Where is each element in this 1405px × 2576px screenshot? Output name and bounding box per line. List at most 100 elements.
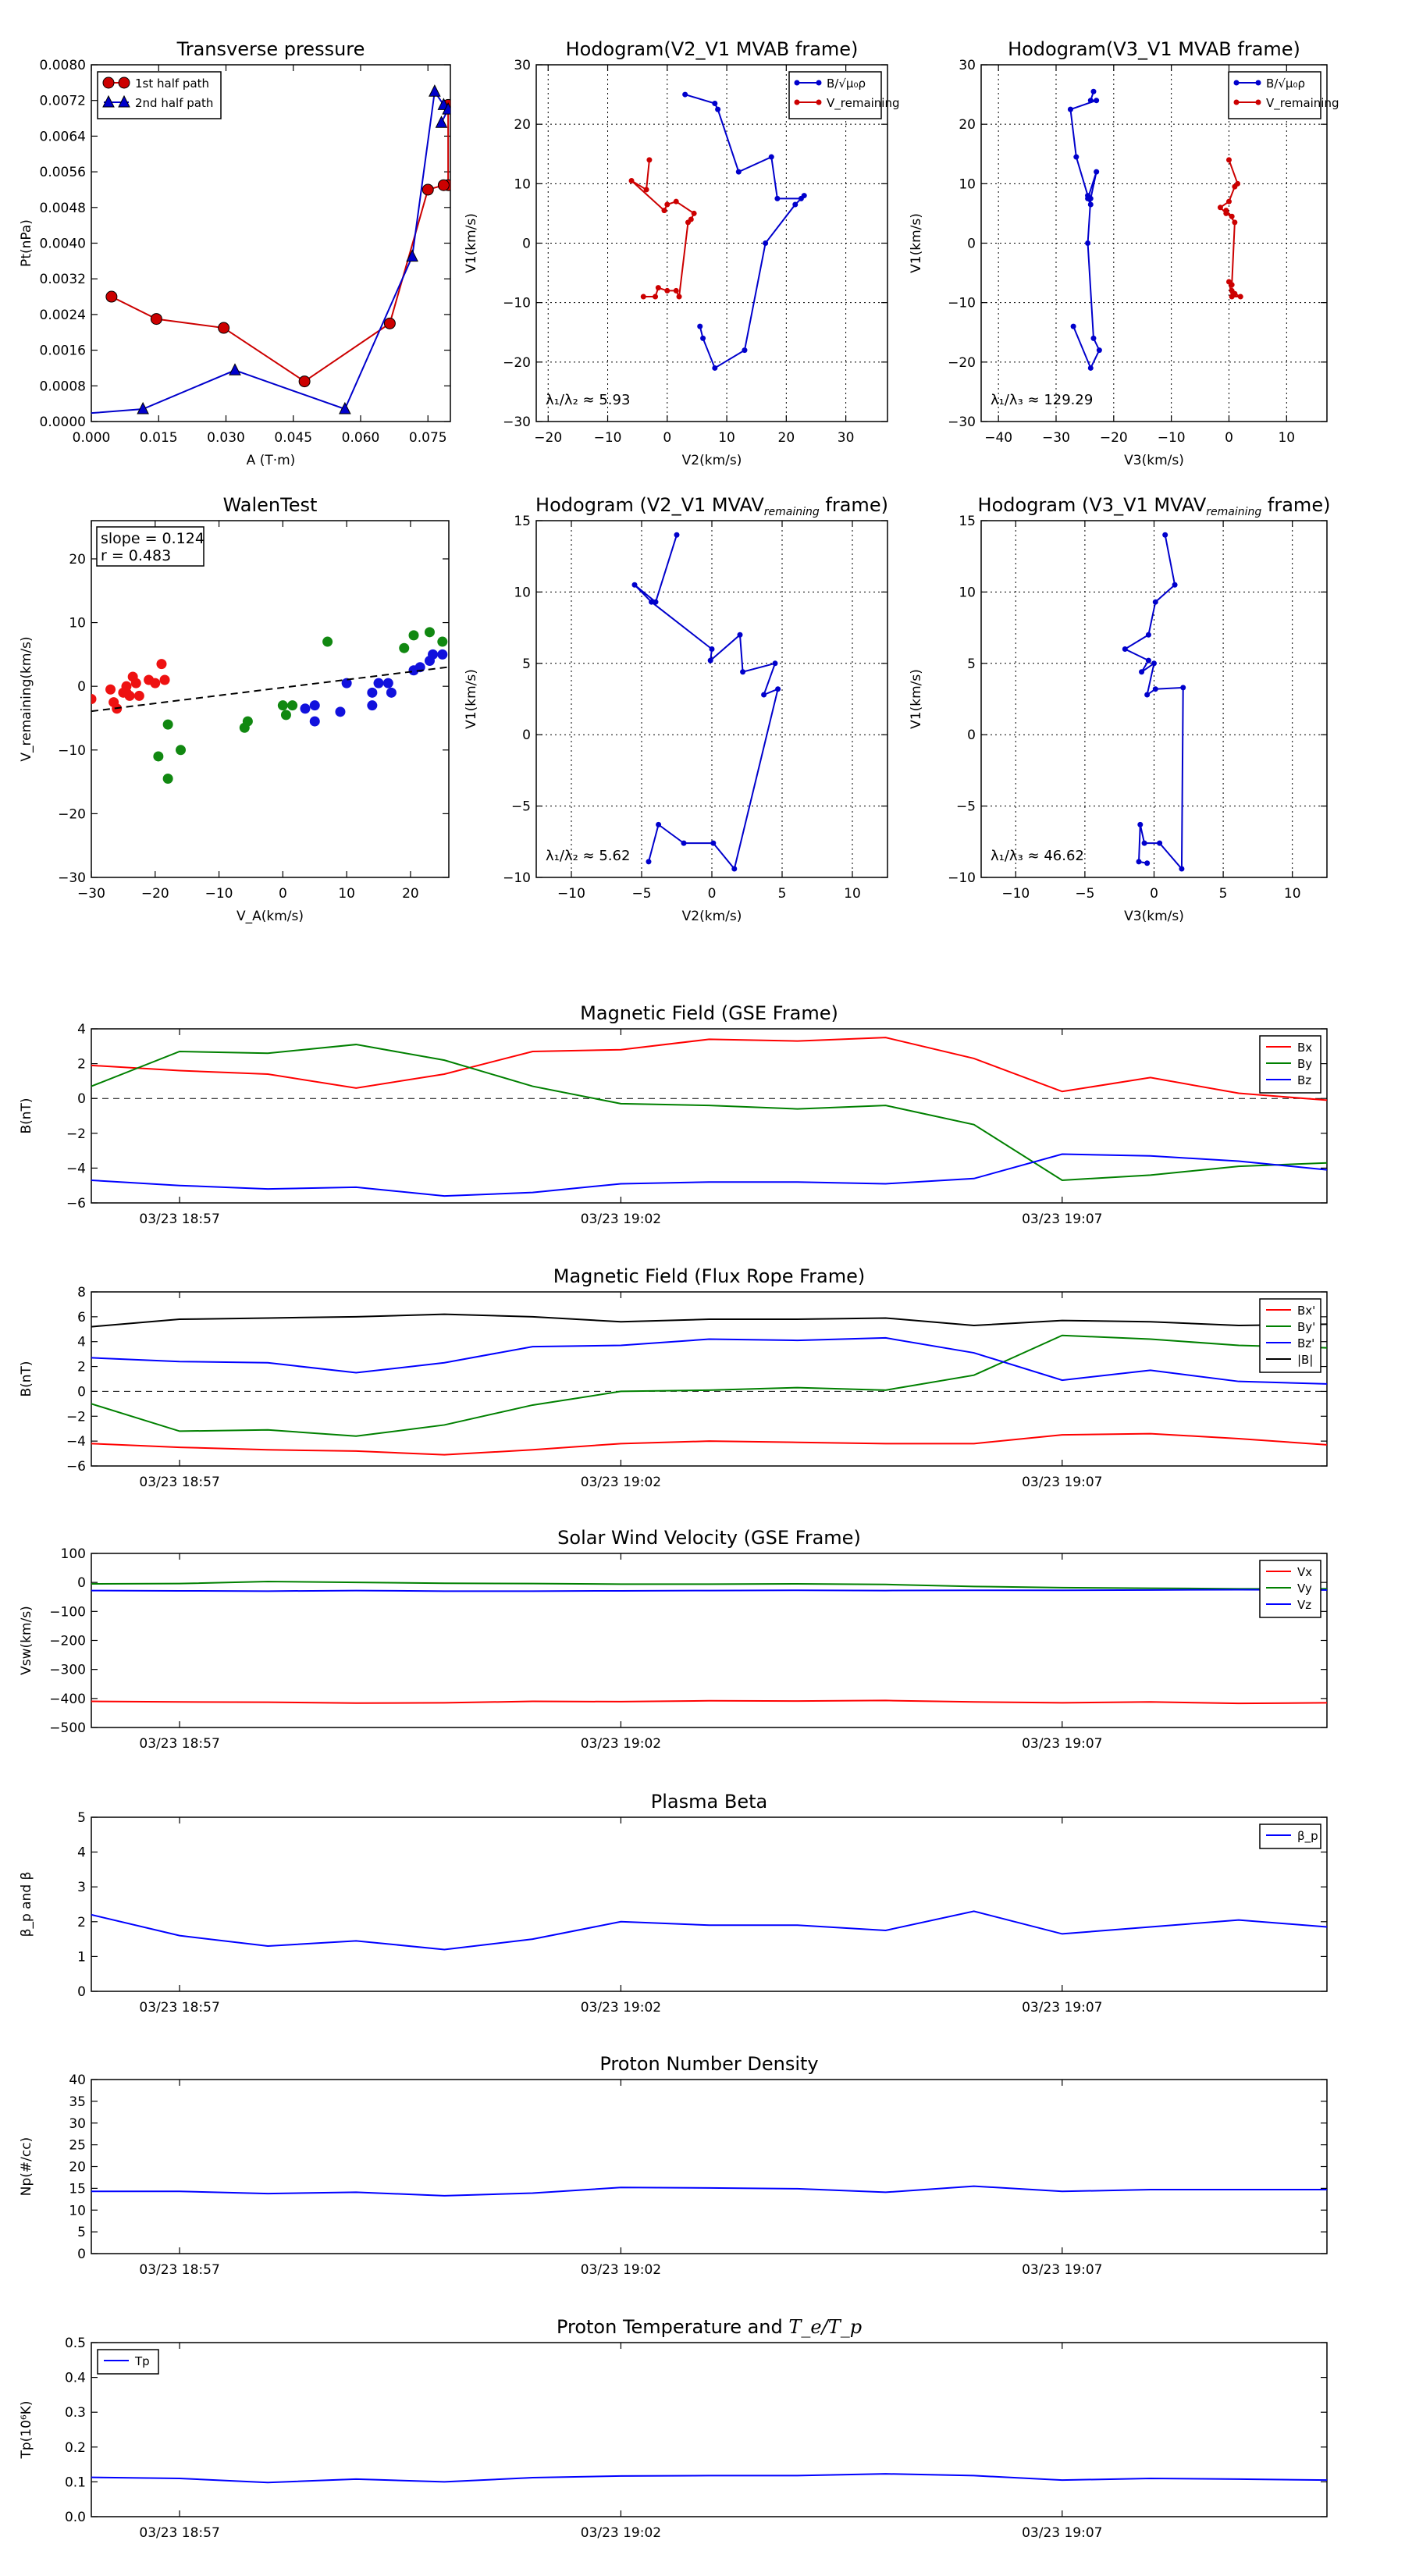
y-tick-label: 0.0032 xyxy=(40,272,86,287)
y-tick-label: −100 xyxy=(49,1604,86,1620)
y-tick-label: 0.0080 xyxy=(40,58,86,73)
legend: β_p xyxy=(1259,1823,1321,1849)
y-tick-label: 35 xyxy=(69,2094,86,2110)
data-point xyxy=(774,195,781,201)
y-tick-label: 20 xyxy=(69,2160,86,2176)
chart-11: Proton Number Density 03/23 18:57 03/23 19… xyxy=(19,2053,1328,2278)
scatter-point xyxy=(105,684,116,695)
y-tick-label: 0 xyxy=(77,2247,86,2262)
chart-12: Proton Temperature and T_e/T_p 03/23 18:5… xyxy=(19,2316,1328,2541)
x-tick-label: −10 xyxy=(557,886,585,902)
y-axis-label: Tp(10⁶K) xyxy=(19,2400,34,2459)
x-tick-label: 03/23 18:57 xyxy=(139,1212,219,1227)
y-tick-label: 0 xyxy=(967,237,976,252)
legend-label: Bz xyxy=(1297,1073,1311,1087)
y-tick-label: 0.3 xyxy=(65,2405,86,2421)
y-tick-label: 15 xyxy=(959,514,976,529)
x-tick-label: 0 xyxy=(1225,430,1233,446)
series-line-by xyxy=(91,1334,1327,1437)
plot-frame xyxy=(91,520,450,878)
x-tick-label: 10 xyxy=(1278,430,1295,446)
y-tick-label: 0.0016 xyxy=(40,343,86,359)
data-point xyxy=(1225,279,1232,285)
y-axis-label: B(nT) xyxy=(19,1361,34,1397)
data-point xyxy=(1094,98,1100,104)
plot-marks xyxy=(628,91,807,371)
chart-title: Hodogram (V3_V1 MVAVremaining frame) xyxy=(978,494,1331,518)
x-tick-label: 0.060 xyxy=(342,430,380,446)
data-point xyxy=(761,692,767,698)
data-point-triangle xyxy=(137,401,149,415)
x-tick-label: −20 xyxy=(141,886,169,902)
x-axis-label: V3(km/s) xyxy=(1124,909,1184,924)
data-point xyxy=(735,169,742,175)
x-tick-label: 03/23 19:07 xyxy=(1022,2000,1102,2016)
data-point-triangle xyxy=(339,401,351,415)
x-tick-label: 30 xyxy=(838,430,855,446)
legend-marker xyxy=(118,76,130,89)
y-tick-label: 10 xyxy=(514,176,531,192)
x-tick-label: 0.075 xyxy=(409,430,447,446)
y-axis-label: β_p and β xyxy=(19,1872,34,1937)
legend-marker xyxy=(102,76,115,89)
legend: 1st half path 2nd half path xyxy=(97,71,222,119)
y-tick-label: −400 xyxy=(49,1692,86,1707)
data-point xyxy=(682,91,688,98)
legend-marker xyxy=(816,99,822,105)
data-point xyxy=(1172,582,1178,588)
y-tick-label: 2 xyxy=(77,1360,86,1375)
data-point xyxy=(1232,183,1238,190)
data-point xyxy=(646,859,652,865)
y-tick-label: −6 xyxy=(66,1459,86,1475)
legend-marker xyxy=(1255,80,1261,86)
data-point xyxy=(676,294,682,300)
data-point xyxy=(691,210,697,216)
scatter-point xyxy=(277,700,288,711)
legend-frame xyxy=(1259,1823,1321,1849)
y-tick-label: 4 xyxy=(77,1845,86,1861)
y-tick-label: 0.4 xyxy=(65,2371,86,2386)
data-point xyxy=(740,669,746,675)
series-line-data xyxy=(91,2185,1327,2197)
x-tick-label: 03/23 19:07 xyxy=(1022,1212,1102,1227)
data-point-triangle xyxy=(435,116,448,128)
x-tick-label: 0 xyxy=(708,886,717,902)
plot-frame xyxy=(91,1291,1328,1467)
legend-label: β_p xyxy=(1297,1829,1318,1844)
data-point xyxy=(712,365,718,371)
y-tick-label: −10 xyxy=(503,870,531,886)
y-tick-label: 0 xyxy=(77,1575,86,1591)
series-line-by xyxy=(91,1044,1327,1182)
y-tick-label: 30 xyxy=(69,2116,86,2132)
x-tick-label: 03/23 19:02 xyxy=(581,1736,661,1752)
chart-title-math: T_e/T_p xyxy=(788,2316,862,2338)
data-point xyxy=(1136,859,1142,865)
legend-frame xyxy=(97,71,222,119)
eigenvalue-ratio-annotation: λ₁/λ₂ ≈ 5.62 xyxy=(546,848,630,864)
y-tick-label: −300 xyxy=(49,1663,86,1678)
legend-label: Bz' xyxy=(1297,1336,1314,1350)
chart-title: Proton Temperature and T_e/T_p xyxy=(557,2316,862,2338)
chart-title-subscript: remaining xyxy=(764,506,820,518)
fit-statistic: r = 0.483 xyxy=(101,547,171,564)
data-point xyxy=(640,294,646,300)
scatter-point xyxy=(280,710,291,720)
data-point xyxy=(1229,213,1235,219)
data-point-circle xyxy=(422,183,434,196)
scatter-point xyxy=(156,659,167,670)
chart-6: Hodogram (V3_V1 MVAVremaining frame) −10 −… xyxy=(909,494,1330,924)
data-point xyxy=(707,657,713,664)
data-point xyxy=(1152,686,1158,692)
legend-frame xyxy=(97,2349,159,2375)
data-point xyxy=(1141,840,1147,846)
x-tick-label: 10 xyxy=(844,886,861,902)
chart-title: WalenTest xyxy=(223,494,318,516)
y-tick-label: 0.1 xyxy=(65,2475,86,2490)
legend-label: B/√μ₀ρ xyxy=(1266,76,1305,91)
legend: Bx By Bz xyxy=(1259,1035,1321,1094)
legend-marker xyxy=(118,94,130,108)
y-tick-label: −4 xyxy=(66,1434,86,1450)
legend-label: V_remaining xyxy=(827,96,900,111)
y-tick-label: −4 xyxy=(66,1161,86,1176)
series-line xyxy=(111,105,450,382)
